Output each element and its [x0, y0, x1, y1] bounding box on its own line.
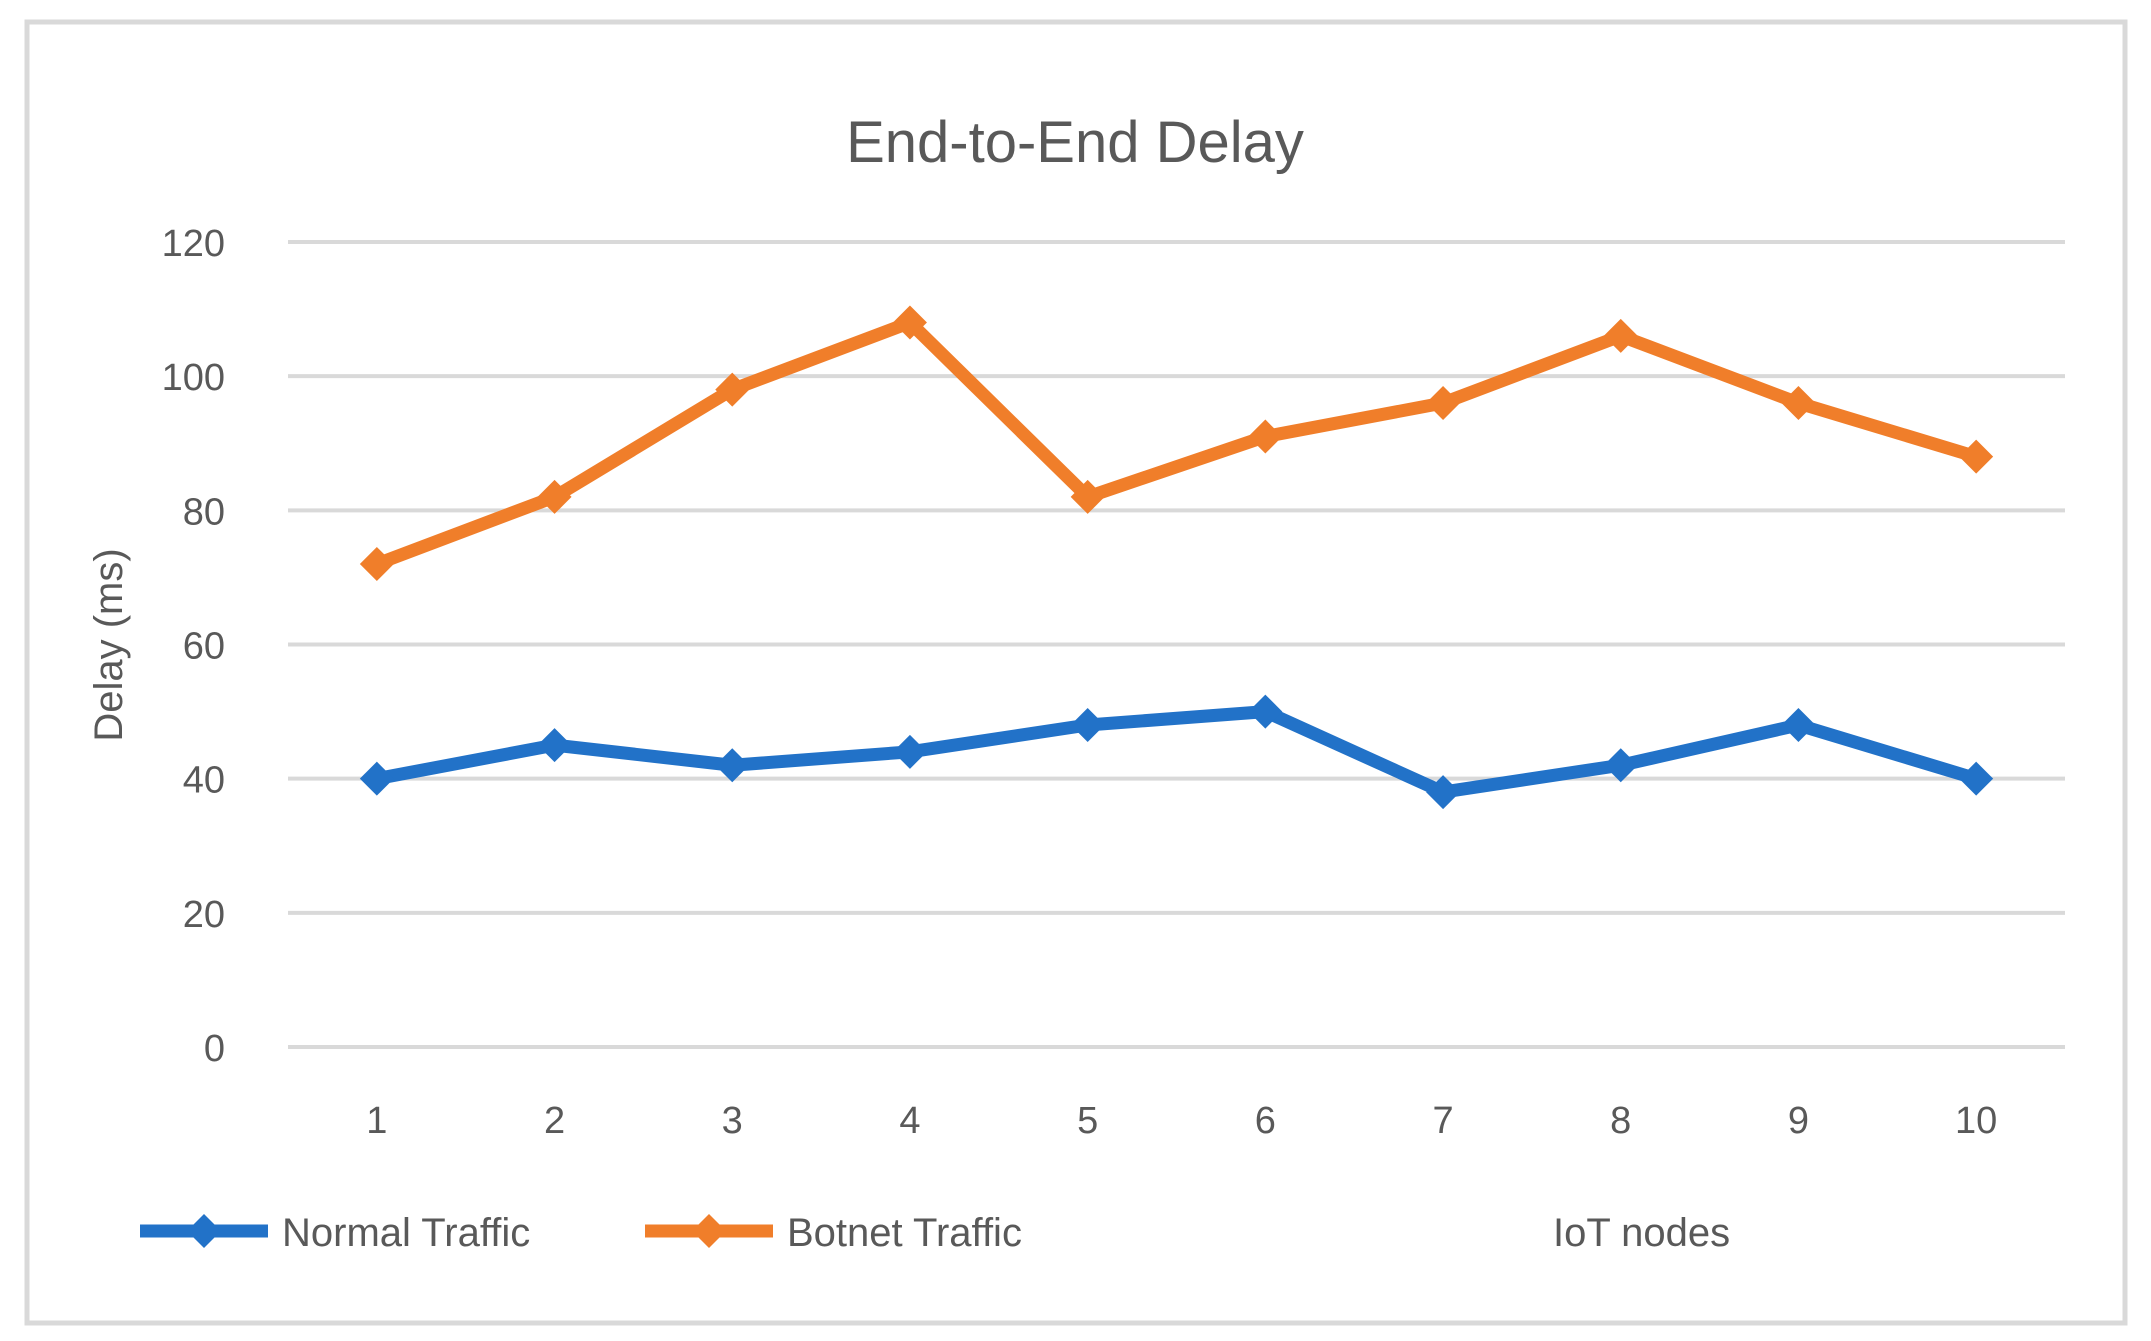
- data-point-marker: [359, 761, 394, 796]
- y-axis-title: Delay (ms): [87, 548, 131, 741]
- y-axis-tick-labels: 0 20 40 60 80 100 120: [162, 223, 225, 1070]
- data-point-marker: [1959, 761, 1994, 796]
- data-point-marker: [359, 547, 394, 581]
- series-line: [370, 316, 1983, 571]
- x-tick-label: 7: [1432, 1100, 1453, 1142]
- y-tick-label: 0: [204, 1028, 225, 1070]
- legend: Normal Traffic Botnet Traffic: [140, 1211, 1022, 1255]
- data-point-marker: [892, 734, 927, 769]
- x-tick-label: 3: [722, 1100, 743, 1142]
- data-point-marker: [1248, 419, 1283, 454]
- y-tick-label: 60: [183, 626, 225, 668]
- legend-label: Botnet Traffic: [787, 1211, 1022, 1255]
- data-point-marker: [1781, 708, 1816, 742]
- legend-label: Normal Traffic: [282, 1211, 530, 1255]
- x-tick-label: 2: [544, 1100, 565, 1142]
- x-tick-label: 4: [899, 1100, 920, 1142]
- series-line: [370, 705, 1983, 799]
- legend-swatch-marker: [692, 1214, 726, 1248]
- x-axis-tick-labels: 1 2 3 4 5 6 7 8 9 10: [366, 1100, 1997, 1142]
- data-point-marker: [715, 748, 750, 783]
- data-point-marker: [1070, 708, 1105, 742]
- x-tick-label: 9: [1788, 1100, 1809, 1142]
- data-series: [359, 305, 1994, 810]
- x-tick-label: 1: [366, 1100, 387, 1142]
- data-point-marker: [892, 305, 927, 340]
- data-point-marker: [1070, 479, 1105, 514]
- x-tick-label: 5: [1077, 1100, 1098, 1142]
- y-tick-label: 20: [183, 894, 225, 936]
- data-point-marker: [1426, 775, 1461, 810]
- y-tick-label: 80: [183, 491, 225, 533]
- legend-item: Botnet Traffic: [645, 1211, 1022, 1255]
- data-point-marker: [537, 728, 572, 763]
- data-point-marker: [537, 479, 572, 514]
- legend-swatch-marker: [187, 1214, 221, 1248]
- data-point-marker: [1603, 748, 1638, 783]
- data-point-marker: [1248, 694, 1283, 729]
- series-normal-traffic: [359, 694, 1994, 810]
- y-tick-label: 120: [162, 223, 225, 265]
- x-tick-label: 6: [1255, 1100, 1276, 1142]
- legend-item: Normal Traffic: [140, 1211, 530, 1255]
- y-tick-label: 100: [162, 357, 225, 399]
- gridlines: [288, 240, 2065, 1049]
- x-tick-label: 10: [1955, 1100, 1997, 1142]
- chart-title: End-to-End Delay: [846, 110, 1304, 175]
- x-tick-label: 8: [1610, 1100, 1631, 1142]
- data-point-marker: [715, 372, 750, 407]
- data-point-marker: [1959, 439, 1994, 474]
- data-point-marker: [1426, 386, 1461, 420]
- chart-border: [24, 19, 2128, 1326]
- y-tick-label: 40: [183, 760, 225, 802]
- data-point-marker: [1781, 386, 1816, 420]
- x-axis-title: IoT nodes: [1553, 1211, 1730, 1255]
- series-botnet-traffic: [359, 305, 1994, 581]
- data-point-marker: [1603, 318, 1638, 353]
